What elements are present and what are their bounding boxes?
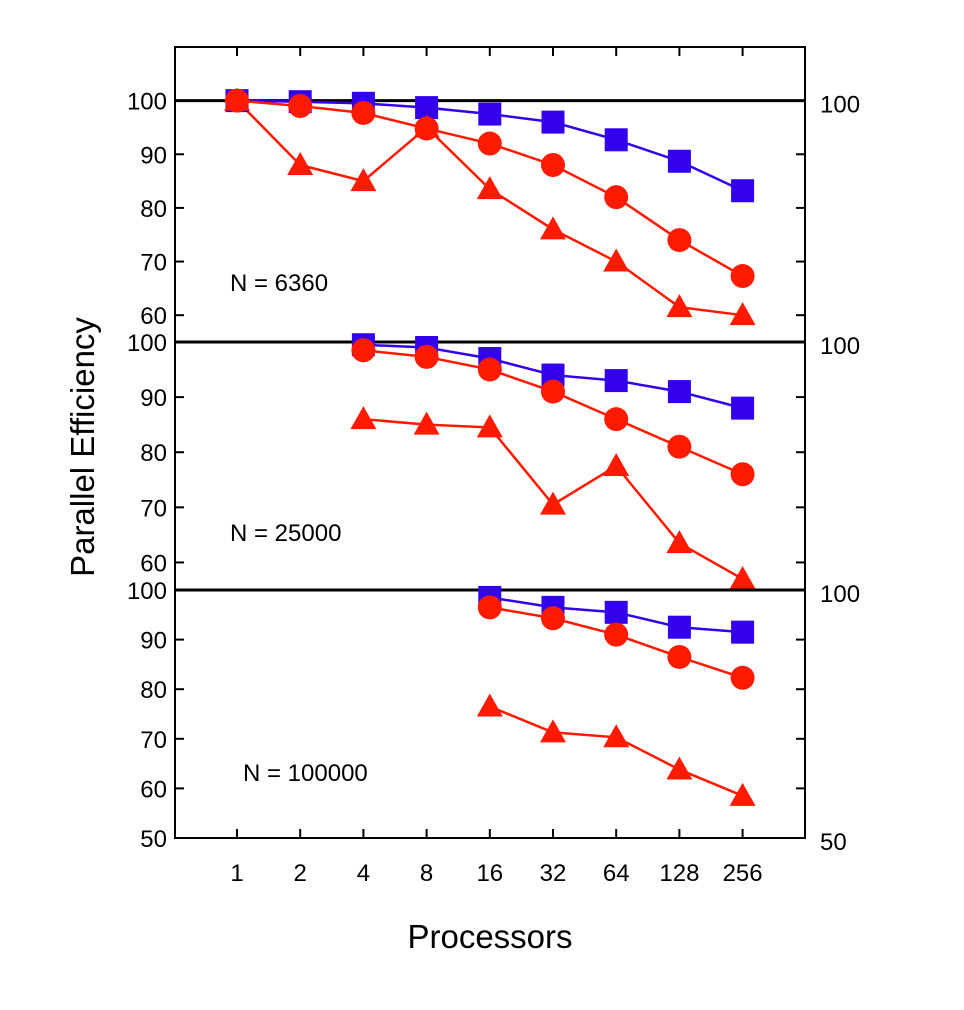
data-point-circle: [477, 595, 502, 620]
y-axis-title: Parallel Efficiency: [64, 317, 101, 577]
x-tick-label: 4: [357, 860, 370, 887]
x-axis-title: Processors: [407, 918, 572, 955]
data-point-circle: [351, 100, 376, 125]
data-point-circle: [477, 357, 502, 382]
data-point-triangle: [603, 453, 630, 476]
x-tick-label: 16: [476, 860, 503, 887]
data-point-triangle: [413, 114, 440, 138]
x-tick-label: 8: [420, 860, 433, 887]
y-tick-label: 60: [140, 303, 167, 330]
data-point-square: [667, 380, 691, 404]
data-point-circle: [730, 264, 755, 289]
panel-label: N = 100000: [243, 760, 368, 787]
data-point-circle: [667, 644, 692, 669]
data-point-triangle: [476, 693, 503, 717]
data-point-triangle: [476, 414, 503, 438]
data-point-circle: [604, 622, 629, 647]
data-point-circle: [604, 407, 629, 432]
y-tick-label-right: 50: [820, 829, 847, 856]
data-point-triangle: [603, 248, 630, 272]
panel-label: N = 6360: [230, 270, 328, 297]
data-point-triangle: [540, 719, 566, 743]
x-tick-label: 128: [659, 860, 699, 887]
data-point-triangle: [729, 302, 756, 326]
x-axis: 1 2 4 8 16 32 64 128 256: [230, 47, 763, 887]
data-point-triangle: [729, 782, 756, 806]
data-point-triangle: [413, 411, 440, 435]
data-point-square: [604, 600, 628, 624]
data-point-circle: [730, 462, 755, 487]
y-tick-label: 100: [127, 89, 167, 116]
data-point-circle: [351, 338, 376, 363]
data-point-circle: [604, 185, 629, 210]
data-point-square: [731, 396, 755, 420]
data-point-square: [415, 96, 439, 120]
y-tick-label: 50: [140, 826, 167, 853]
y-tick-label: 60: [140, 776, 167, 803]
data-point-square: [541, 363, 565, 387]
data-point-circle: [288, 94, 313, 118]
data-point-square: [478, 102, 502, 126]
data-point-square: [667, 149, 691, 173]
data-point-triangle: [287, 152, 314, 175]
y-tick-label: 100: [127, 578, 167, 605]
data-point-triangle: [666, 294, 693, 318]
y-tick-label: 80: [140, 677, 167, 704]
data-point-circle: [541, 606, 565, 631]
y-tick-label: 70: [140, 250, 167, 277]
x-tick-label: 1: [230, 860, 243, 887]
y-tick-label: 60: [140, 550, 167, 577]
data-point-circle: [730, 665, 755, 690]
y-tick-label-right: 100: [820, 92, 860, 119]
panel-1: 60 70 80 90 100 100 N = 6360: [127, 46, 860, 343]
y-tick-label: 80: [140, 196, 167, 223]
data-point-circle: [414, 344, 439, 369]
data-point-square: [731, 620, 755, 644]
y-tick-label: 90: [140, 142, 167, 169]
data-point-triangle: [350, 168, 377, 192]
y-tick-label-right: 100: [820, 581, 860, 608]
panel-3: 50 60 70 80 90 100 50 100 N = 100000: [127, 578, 860, 856]
panels-layer: 60 70 80 90 100 100 N = 6360 60 70 80 90 100 100 N = …: [127, 46, 860, 856]
data-point-triangle: [350, 406, 377, 430]
data-point-triangle: [540, 491, 566, 515]
data-point-triangle: [224, 87, 250, 111]
data-point-triangle: [603, 724, 630, 748]
data-point-triangle: [729, 565, 756, 589]
panel-label: N = 25000: [230, 520, 341, 547]
series-line-triangle: [489, 705, 744, 797]
data-point-triangle: [540, 216, 566, 240]
data-point-triangle: [666, 530, 693, 554]
data-point-circle: [541, 379, 565, 404]
x-tick-label: 2: [294, 860, 307, 887]
y-tick-label: 70: [140, 727, 167, 754]
data-point-square: [731, 179, 755, 203]
y-tick-label: 80: [140, 440, 167, 467]
x-tick-label: 64: [603, 860, 630, 887]
data-point-triangle: [476, 176, 503, 200]
x-tick-label: 32: [540, 860, 567, 887]
panel-2: 60 70 80 90 100 100 N = 25000: [127, 330, 860, 591]
y-tick-label: 90: [140, 385, 167, 412]
data-point-square: [604, 369, 628, 393]
data-point-circle: [667, 228, 692, 253]
data-point-square: [604, 128, 628, 152]
data-point-square: [667, 615, 691, 639]
y-tick-label: 90: [140, 628, 167, 655]
x-tick-label: 256: [723, 860, 763, 887]
y-tick-label: 100: [127, 330, 167, 357]
data-point-circle: [667, 434, 692, 459]
data-point-triangle: [666, 756, 693, 780]
y-tick-label-right: 100: [820, 333, 860, 360]
data-point-square: [541, 110, 565, 134]
data-point-circle: [477, 131, 502, 156]
y-tick-label: 70: [140, 495, 167, 522]
data-point-circle: [541, 153, 565, 177]
